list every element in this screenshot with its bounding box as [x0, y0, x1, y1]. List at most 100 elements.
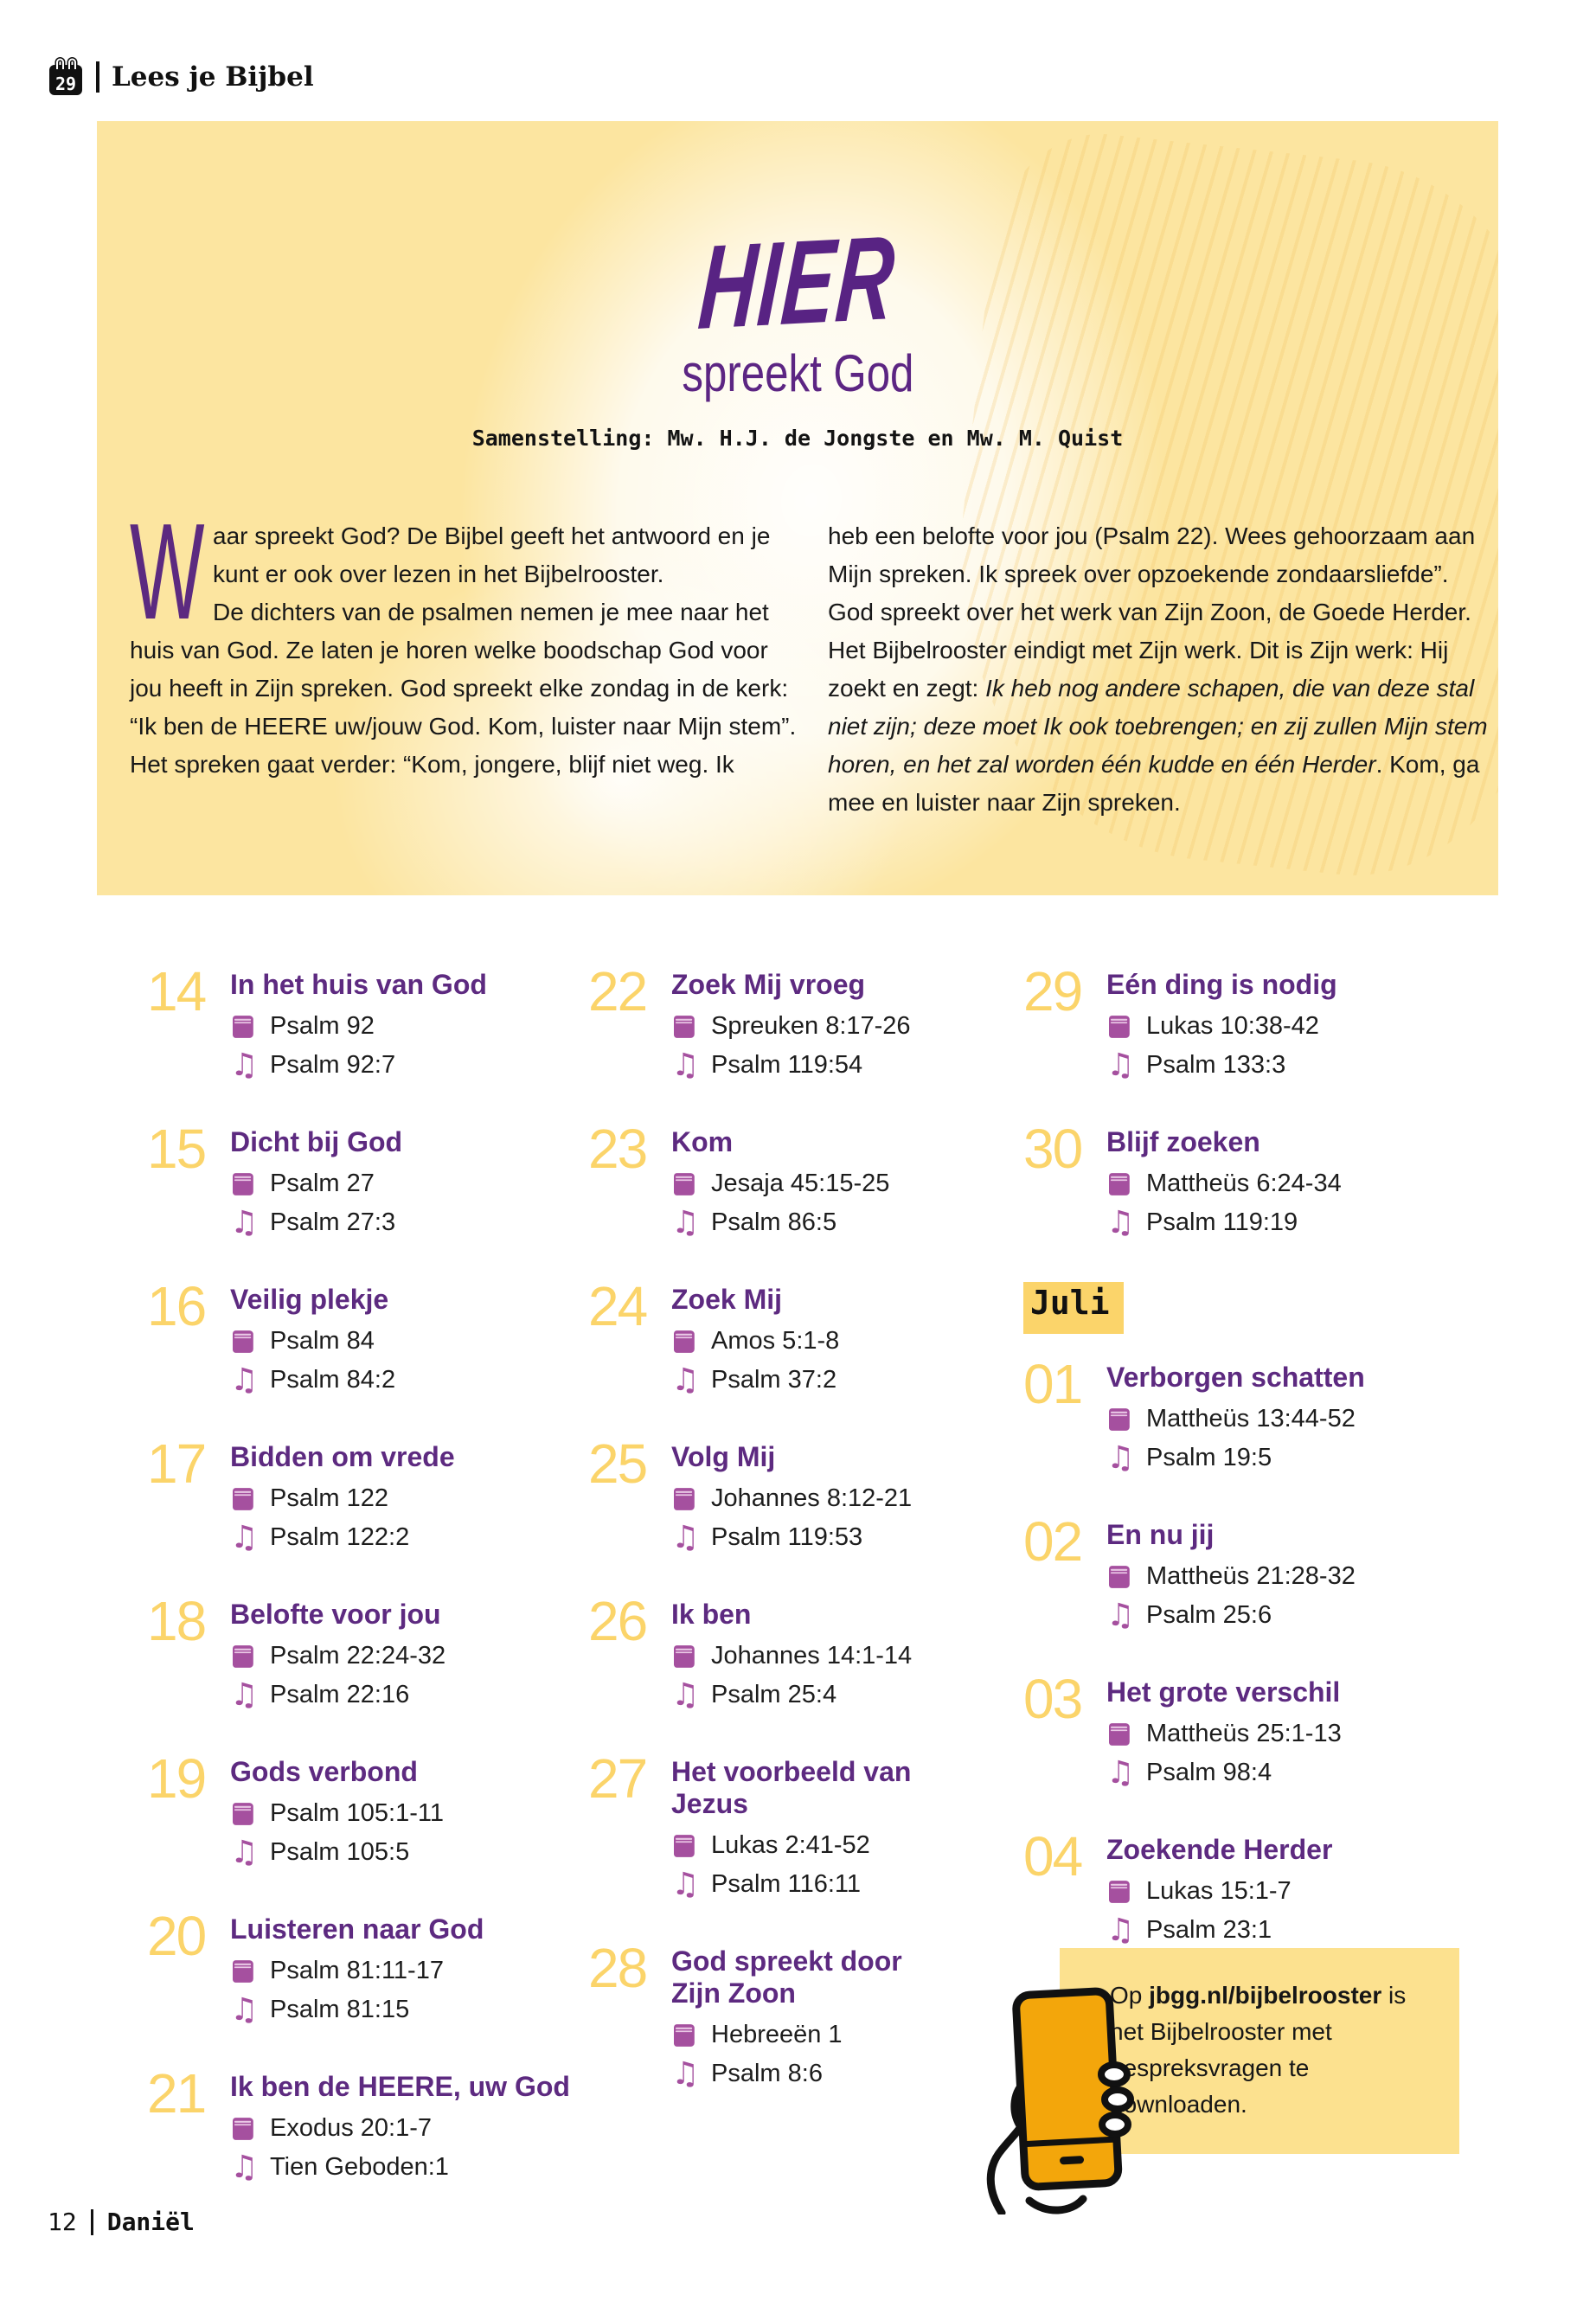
music-note-icon: ♫: [671, 1047, 700, 1083]
reading-title: Zoek Mij: [671, 1284, 783, 1315]
bible-reading-ref: Psalm 105:1-11: [270, 1799, 444, 1827]
music-note-icon: ♫: [230, 1676, 259, 1713]
schedule-entry: 01 Verborgen schatten Mattheüs 13:44-52 ♫ Ps…: [1023, 1356, 1473, 1477]
day-number: 17: [147, 1433, 207, 1495]
book-icon: [1106, 1564, 1132, 1590]
footer-divider: [90, 2208, 93, 2235]
reading-title: Zoek Mij vroeg: [671, 969, 866, 1000]
schedule-entry: 20 Luisteren naar God Psalm 81:11-17 ♫ Psalm…: [147, 1905, 580, 2029]
day-number: 26: [588, 1590, 648, 1652]
psalm-song-ref: Psalm 105:5: [270, 1838, 410, 1866]
book-icon: [1106, 1171, 1132, 1197]
reading-title: Het voorbeeld van Jezus: [671, 1756, 912, 1819]
reading-title: In het huis van God: [230, 969, 487, 1000]
reading-title: Kom: [671, 1126, 734, 1157]
book-icon: [671, 1644, 697, 1670]
music-note-icon: ♫: [1106, 1597, 1135, 1633]
book-icon: [671, 1486, 697, 1512]
music-note-icon: ♫: [230, 1204, 259, 1240]
psalm-song-ref: Psalm 23:1: [1146, 1916, 1272, 1944]
schedule-entry: 28 God spreekt door Zijn Zoon Hebreeën 1 ♫ P…: [588, 1937, 952, 2093]
intro-right-column: heb een belofte voor jou (Psalm 22). Wee…: [828, 517, 1496, 822]
schedule-entry: 24 Zoek Mij Amos 5:1-8 ♫ Psalm 37:2: [588, 1279, 952, 1400]
book-icon: [230, 1171, 256, 1197]
page-footer: 12 Daniël: [48, 2208, 195, 2236]
schedule-entry: 02 En nu jij Mattheüs 21:28-32 ♫ Psalm 25:6: [1023, 1510, 1473, 1635]
bible-reading-ref: Mattheüs 25:1-13: [1146, 1720, 1342, 1747]
schedule-entry: 21 Ik ben de HEERE, uw God Exodus 20:1-7 ♫ T…: [147, 2062, 580, 2187]
schedule-entry: 16 Veilig plekje Psalm 84 ♫ Psalm 84:2: [147, 1275, 580, 1400]
day-number: 28: [588, 1937, 648, 1999]
music-note-icon: ♫: [230, 1047, 259, 1083]
book-icon: [671, 2022, 697, 2048]
psalm-song-ref: Psalm 119:54: [711, 1051, 863, 1079]
book-icon: [230, 1801, 256, 1827]
day-number: 03: [1023, 1668, 1083, 1730]
intro-paragraph: Het spreken gaat verder: “Kom, jongere, …: [130, 751, 734, 778]
reading-title: Ik ben: [671, 1599, 752, 1630]
book-icon: [1106, 1879, 1132, 1905]
day-number: 22: [588, 960, 648, 1022]
day-number: 15: [147, 1118, 207, 1180]
book-icon: [671, 1171, 697, 1197]
day-number: 29: [1023, 960, 1083, 1022]
psalm-song-ref: Psalm 84:2: [270, 1366, 396, 1394]
hand-holding-phone-icon: [986, 1987, 1134, 2214]
music-note-icon: ♫: [671, 1519, 700, 1555]
intro-paragraph: aar spreekt God? De Bijbel geeft het ant…: [213, 522, 771, 587]
day-number: 25: [588, 1433, 648, 1495]
music-note-icon: ♫: [230, 1519, 259, 1555]
bible-reading-ref: Lukas 15:1-7: [1146, 1877, 1292, 1905]
bible-reading-ref: Psalm 92: [270, 1012, 375, 1040]
reading-title: Ik ben de HEERE, uw God: [230, 2071, 570, 2102]
bible-reading-ref: Psalm 122: [270, 1484, 389, 1512]
day-number: 02: [1023, 1510, 1083, 1573]
bible-reading-ref: Mattheüs 6:24-34: [1146, 1170, 1342, 1197]
music-note-icon: ♫: [230, 1991, 259, 2028]
psalm-song-ref: Psalm 19:5: [1146, 1444, 1272, 1471]
bible-reading-ref: Psalm 22:24-32: [270, 1642, 446, 1670]
psalm-song-ref: Psalm 81:15: [270, 1996, 410, 2023]
music-note-icon: ♫: [671, 1676, 700, 1713]
script-title: HIER: [695, 211, 901, 355]
month-divider-label: Juli: [1023, 1282, 1124, 1334]
reading-title: Eén ding is nodig: [1106, 969, 1337, 1000]
psalm-song-ref: Psalm 122:2: [270, 1523, 410, 1551]
day-number: 21: [147, 2062, 207, 2125]
schedule-entry: 29 Eén ding is nodig Lukas 10:38-42 ♫ Psalm …: [1023, 960, 1473, 1085]
reading-title: Bidden om vrede: [230, 1441, 455, 1472]
music-note-icon: ♫: [230, 2149, 259, 2185]
page-number: 12: [48, 2208, 77, 2236]
bible-reading-ref: Amos 5:1-8: [711, 1327, 840, 1355]
reading-title: Verborgen schatten: [1106, 1362, 1365, 1393]
reading-title: En nu jij: [1106, 1519, 1215, 1550]
schedule-entry: 14 In het huis van God Psalm 92 ♫ Psalm 92:7: [147, 964, 580, 1085]
psalm-song-ref: Psalm 86:5: [711, 1208, 837, 1236]
banner-subtitle: spreekt God: [681, 344, 914, 402]
schedule-entry: 04 Zoekende Herder Lukas 15:1-7 ♫ Psalm 23:1: [1023, 1829, 1473, 1950]
book-icon: [230, 1486, 256, 1512]
intro-paragraph: Het Bijbelrooster eindigt met Zijn werk.…: [828, 637, 1488, 816]
schedule-column-1: 14 In het huis van God Psalm 92 ♫ Psalm 92:7…: [147, 964, 580, 2227]
psalm-song-ref: Psalm 25:4: [711, 1681, 837, 1708]
day-number: 20: [147, 1905, 207, 1967]
music-note-icon: ♫: [1106, 1912, 1135, 1948]
schedule-entry: 23 Kom Jesaja 45:15-25 ♫ Psalm 86:5: [588, 1118, 952, 1242]
bible-reading-ref: Psalm 81:11-17: [270, 1957, 444, 1984]
byline: Samenstelling: Mw. H.J. de Jongste en Mw…: [471, 426, 1124, 451]
music-note-icon: ♫: [1106, 1439, 1135, 1476]
magazine-name: Daniël: [106, 2208, 195, 2236]
book-icon: [230, 1958, 256, 1984]
day-number: 23: [588, 1118, 648, 1180]
bible-reading-ref: Johannes 8:12-21: [711, 1484, 913, 1512]
music-note-icon: ♫: [671, 2055, 700, 2092]
day-number: 16: [147, 1275, 207, 1337]
book-icon: [1106, 1407, 1132, 1433]
book-icon: [671, 1014, 697, 1040]
book-icon: [1106, 1721, 1132, 1747]
reading-title: Gods verbond: [230, 1756, 418, 1787]
schedule-entry: 22 Zoek Mij vroeg Spreuken 8:17-26 ♫ Psalm 1…: [588, 960, 952, 1085]
music-note-icon: ♫: [230, 1362, 259, 1398]
psalm-song-ref: Psalm 8:6: [711, 2060, 823, 2087]
psalm-song-ref: Psalm 119:53: [711, 1523, 863, 1551]
